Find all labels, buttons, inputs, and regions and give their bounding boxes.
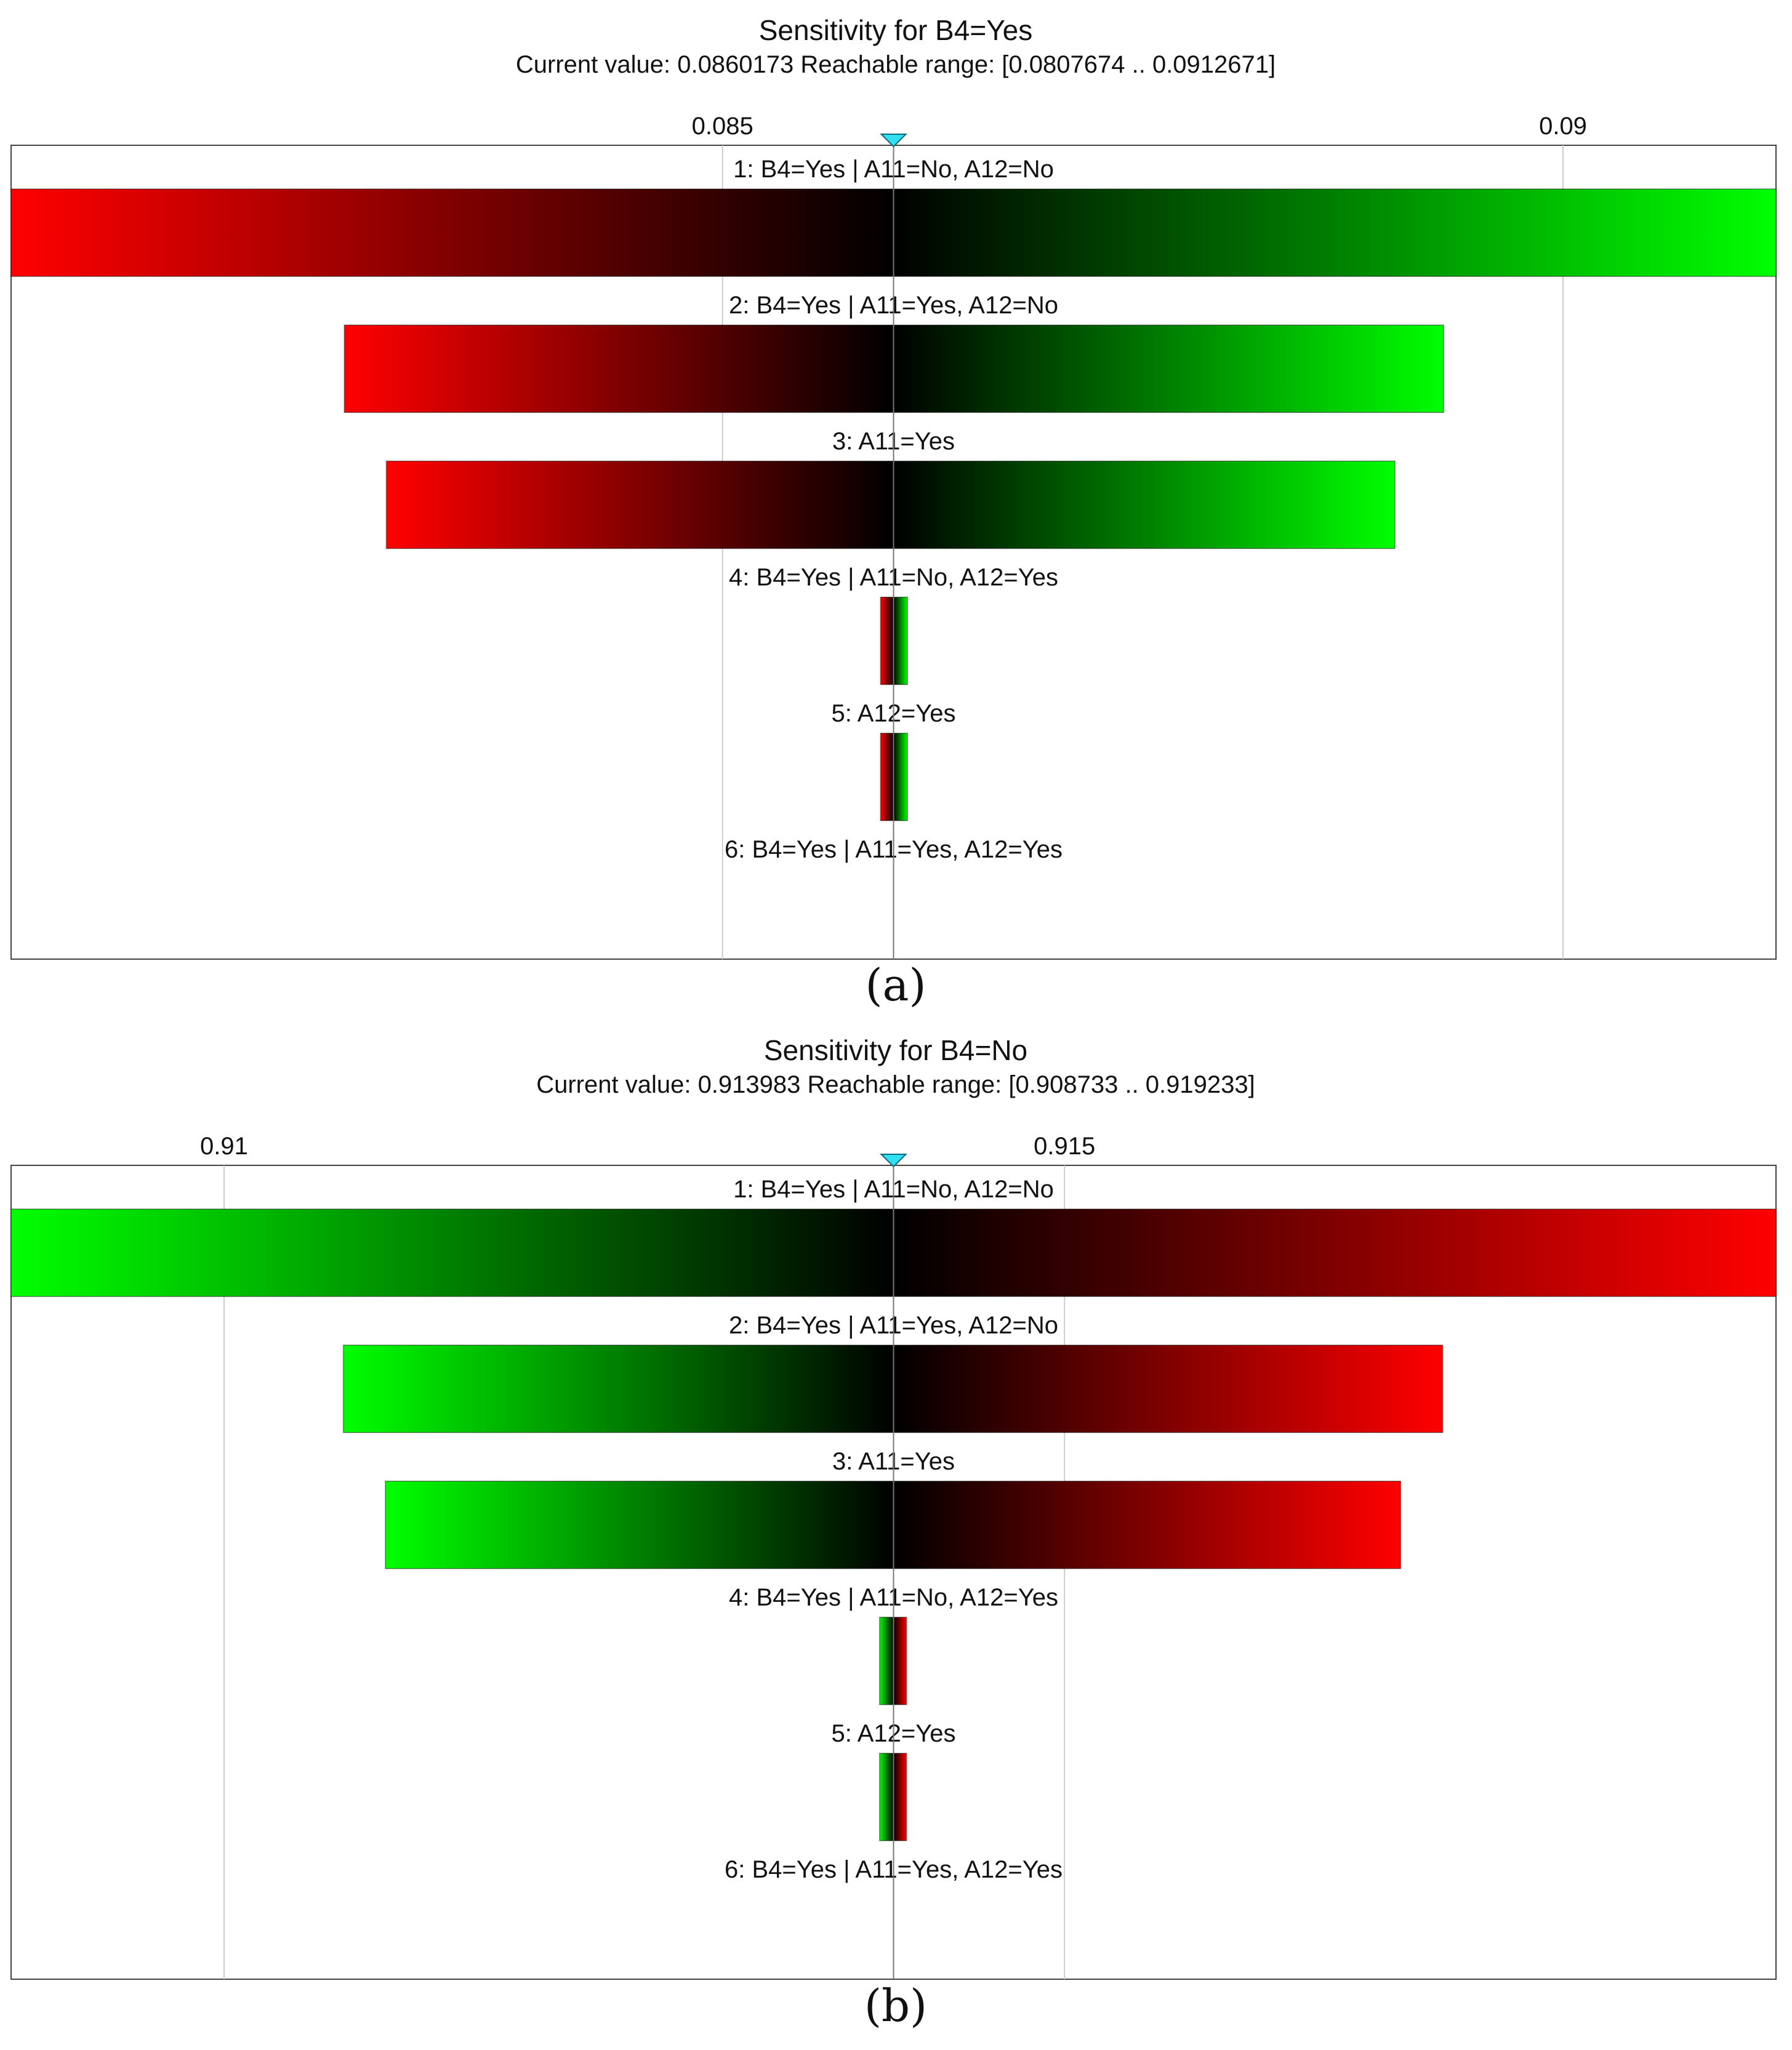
bar-high-segment (893, 597, 908, 685)
chart-panel-a: Sensitivity for B4=Yes Current value: 0.0… (10, 14, 1777, 1011)
bar-high-segment (893, 189, 1776, 276)
chart-title: Sensitivity for B4=No (764, 1034, 1027, 1066)
bar-high-segment (893, 1345, 1443, 1433)
bar-low-segment (343, 1345, 894, 1433)
chart-subtitle: Current value: 0.913983 Reachable range:… (536, 1071, 1255, 1098)
chart-panel-b: Sensitivity for B4=No Current value: 0.91… (10, 1034, 1777, 2032)
bar-high-segment (893, 461, 1395, 549)
panel-label: (b) (864, 1980, 927, 2032)
bar-low-segment (11, 189, 894, 276)
bar-low-segment (386, 461, 894, 549)
chart-subtitle: Current value: 0.0860173 Reachable range… (516, 51, 1276, 78)
current-value-marker (880, 134, 907, 148)
bar-low-segment (11, 1209, 894, 1296)
tick-label: 0.915 (1034, 1133, 1095, 1160)
tick-label: 0.09 (1539, 113, 1587, 140)
bar-high-segment (893, 1753, 907, 1841)
panel-label: (a) (865, 959, 926, 1011)
bar-high-segment (893, 1481, 1401, 1569)
bar-outline (385, 460, 1396, 549)
bar-low-segment (880, 733, 894, 821)
bar-low-segment (879, 1617, 894, 1705)
bar-high-segment (893, 1617, 907, 1705)
bar-low-segment (879, 1753, 894, 1841)
chart-title: Sensitivity for B4=Yes (759, 14, 1032, 46)
current-value-marker (880, 1154, 907, 1168)
tick-label: 0.085 (692, 113, 753, 140)
bar-low-segment (385, 1481, 894, 1569)
tick-label: 0.91 (200, 1133, 248, 1160)
bar-high-segment (893, 325, 1444, 412)
bar-low-segment (880, 597, 894, 685)
bar-low-segment (344, 325, 894, 412)
bar-high-segment (893, 733, 908, 821)
bar-high-segment (893, 1209, 1776, 1296)
